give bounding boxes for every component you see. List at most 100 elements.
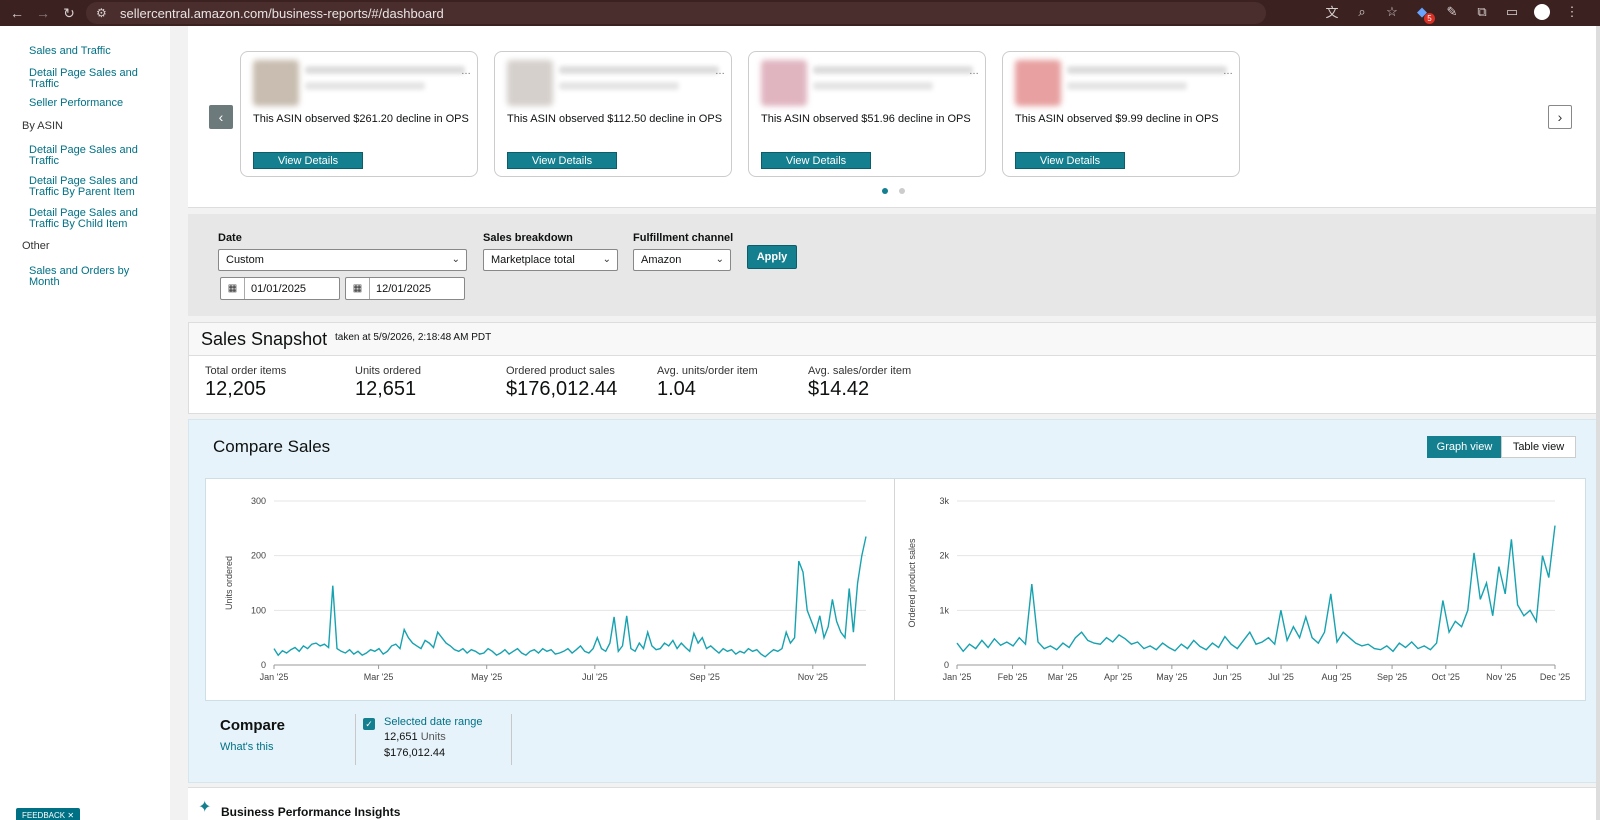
selected-range-label: Selected date range [384, 716, 483, 728]
table-view-button[interactable]: Table view [1501, 436, 1576, 458]
x-tick-label: Sep '25 [690, 672, 720, 682]
metric-label: Ordered product sales [506, 365, 615, 377]
sales-breakdown-select[interactable]: Marketplace total ⌄ [483, 249, 618, 271]
y-tick-label: 1k [939, 605, 949, 615]
sidebar-group-by-asin: By ASIN [22, 120, 63, 132]
whats-this-link[interactable]: What's this [220, 741, 274, 753]
metric-avg-sales: Avg. sales/order item $14.42 [808, 365, 911, 401]
apply-button[interactable]: Apply [747, 245, 797, 269]
asin-card: … This ASIN observed $51.96 decline in O… [748, 51, 986, 177]
more-icon: … [1223, 66, 1233, 77]
feedback-button[interactable]: FEEDBACK ✕ [16, 808, 81, 820]
page-scrollbar[interactable] [1596, 26, 1600, 820]
x-tick-label: Feb '25 [998, 672, 1028, 682]
units-ordered-chart: 0 100 200 300 Units ordered Jan '25 Mar '25 May… [224, 496, 867, 682]
sidebar-link-orders-by-month[interactable]: Sales and Orders by Month [29, 265, 130, 288]
product-thumbnail [1015, 60, 1061, 106]
chevron-down-icon: ⌄ [451, 254, 460, 265]
compare-sales-panel: Compare Sales Graph view Table view 0 100… [188, 419, 1600, 783]
translate-icon[interactable]: 文 [1325, 5, 1339, 20]
metric-avg-units: Avg. units/order item 1.04 [657, 365, 758, 401]
extensions-puzzle-icon[interactable]: ⧉ [1477, 3, 1487, 19]
fulfillment-channel-value: Amazon [641, 254, 682, 266]
view-details-button[interactable]: View Details [1015, 152, 1125, 169]
start-date-field[interactable]: ▦ 01/01/2025 [220, 277, 340, 300]
asin-message: This ASIN observed $9.99 decline in OPS [1015, 113, 1219, 125]
x-tick-label: Aug '25 [1321, 672, 1351, 682]
view-details-button[interactable]: View Details [761, 152, 871, 169]
x-tick-label: May '25 [471, 672, 502, 682]
charts-container: 0 100 200 300 Units ordered Jan '25 Mar '25 May… [205, 478, 1586, 701]
snapshot-timestamp: taken at 5/9/2026, 2:18:48 AM PDT [335, 332, 492, 343]
site-settings-icon[interactable]: ⚙ [96, 6, 107, 20]
selected-range-sales: $176,012.44 [384, 747, 446, 759]
calendar-icon[interactable]: ▦ [346, 278, 370, 299]
extension-badge-icon[interactable]: ◆ [1414, 4, 1435, 24]
zoom-icon[interactable]: ⌕ [1358, 3, 1366, 19]
x-tick-label: Jul '25 [582, 672, 608, 682]
fulfillment-channel-select[interactable]: Amazon ⌄ [633, 249, 731, 271]
view-details-button[interactable]: View Details [253, 152, 363, 169]
chevron-down-icon: ⌄ [715, 254, 724, 265]
chart-divider [894, 479, 895, 700]
sidebar-link-asin-child[interactable]: Detail Page Sales and Traffic By Child I… [29, 207, 138, 230]
carousel-page-dot[interactable] [899, 188, 905, 194]
selected-range-checkbox[interactable]: ✓ [363, 718, 375, 730]
y-tick-label: 300 [251, 496, 266, 506]
tab-search-icon[interactable]: ▭ [1505, 3, 1519, 19]
x-tick-label: Jan '25 [260, 672, 289, 682]
snapshot-title: Sales Snapshot [201, 329, 328, 349]
product-title-blurred [305, 66, 465, 74]
asin-card: … This ASIN observed $261.20 decline in … [240, 51, 478, 177]
forward-arrow-icon[interactable]: → [36, 5, 50, 21]
x-tick-label: Mar '25 [1048, 672, 1078, 682]
asin-insight-carousel: ‹ … This ASIN observed $261.20 decline i… [188, 26, 1600, 208]
sidebar: Sales and Traffic Detail Page Sales and … [0, 26, 170, 820]
product-title-blurred [813, 66, 973, 74]
address-bar[interactable]: ⚙ sellercentral.amazon.com/business-repo… [86, 2, 1266, 24]
product-subtitle-blurred [813, 82, 933, 90]
y-tick-label: 0 [944, 660, 949, 670]
graph-view-button[interactable]: Graph view [1427, 436, 1502, 458]
metric-value: 12,205 [205, 378, 267, 400]
series-line [956, 525, 1556, 653]
reload-icon[interactable]: ↻ [63, 4, 75, 21]
end-date-field[interactable]: ▦ 12/01/2025 [345, 277, 465, 300]
carousel-next-button[interactable]: › [1548, 105, 1572, 129]
x-tick-label: Jan '25 [943, 672, 972, 682]
bookmark-star-icon[interactable]: ☆ [1386, 3, 1398, 19]
compare-sales-title: Compare Sales [213, 437, 331, 456]
sidebar-link-seller-performance[interactable]: Seller Performance [29, 97, 124, 109]
menu-dots-icon[interactable]: ⋮ [1565, 3, 1579, 19]
pen-icon[interactable]: ✎ [1446, 3, 1458, 19]
back-arrow-icon[interactable]: ← [10, 5, 24, 21]
metric-ordered-product-sales: Ordered product sales $176,012.44 [506, 365, 617, 401]
product-title-blurred [1067, 66, 1227, 74]
snapshot-header: Sales Snapshot taken at 5/9/2026, 2:18:4… [189, 323, 1600, 356]
sidebar-link-asin-detail[interactable]: Detail Page Sales and Traffic [29, 144, 138, 167]
metric-value: $14.42 [808, 378, 870, 400]
profile-avatar[interactable] [1534, 3, 1550, 20]
y-tick-label: 100 [251, 605, 266, 615]
start-date-value: 01/01/2025 [251, 282, 307, 295]
sidebar-link-sales-traffic[interactable]: Sales and Traffic [29, 45, 111, 57]
compare-label: Compare [220, 717, 286, 734]
sidebar-link-asin-parent[interactable]: Detail Page Sales and Traffic By Parent … [29, 175, 138, 198]
units-value: 12,651 [384, 731, 418, 743]
date-select[interactable]: Custom ⌄ [218, 249, 467, 271]
product-subtitle-blurred [559, 82, 679, 90]
asin-card: … This ASIN observed $112.50 decline in … [494, 51, 732, 177]
calendar-icon[interactable]: ▦ [221, 278, 245, 299]
chevron-down-icon: ⌄ [602, 254, 611, 265]
sidebar-link-detail-page[interactable]: Detail Page Sales and Traffic [29, 67, 138, 90]
compare-divider [511, 714, 512, 765]
product-title-blurred [559, 66, 719, 74]
end-date-value: 12/01/2025 [376, 282, 432, 295]
view-details-button[interactable]: View Details [507, 152, 617, 169]
x-tick-label: Jul '25 [1268, 672, 1294, 682]
carousel-page-dot-active[interactable] [882, 188, 888, 194]
y-tick-label: 2k [939, 551, 949, 561]
browser-toolbar: ← → ↻ ⚙ sellercentral.amazon.com/busines… [0, 0, 1600, 26]
sales-breakdown-label: Sales breakdown [483, 232, 573, 244]
carousel-prev-button[interactable]: ‹ [209, 105, 233, 129]
